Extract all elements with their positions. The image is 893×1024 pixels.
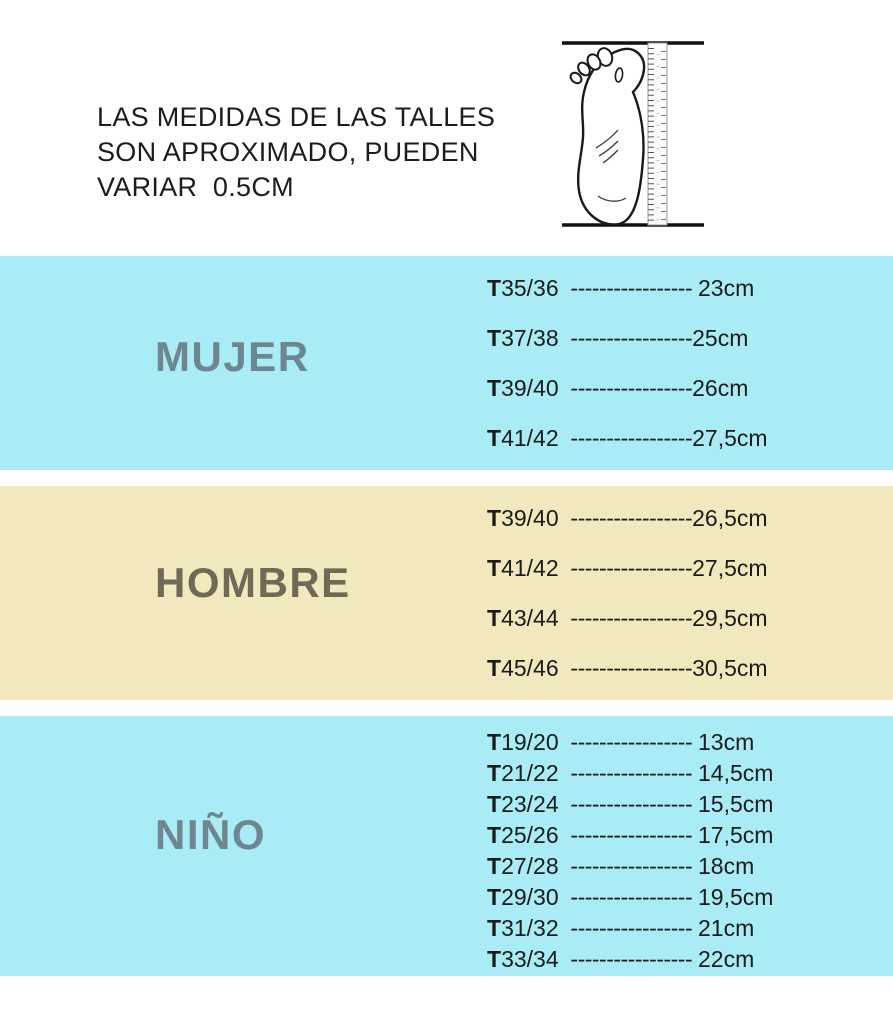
size-prefix: T — [487, 605, 502, 631]
dash-separator: ----------------- — [558, 375, 693, 401]
dash-separator: ----------------- — [558, 884, 699, 910]
disclaimer-line: SON APROXIMADO, PUEDEN — [97, 137, 479, 167]
size-row: T39/40 -----------------26,5cm — [487, 493, 768, 543]
size-row: T35/36 ----------------- 23cm — [487, 263, 768, 313]
size-row: T37/38 -----------------25cm — [487, 313, 768, 363]
dash-separator: ----------------- — [558, 822, 699, 848]
size-row: T33/34 ----------------- 22cm — [487, 944, 773, 975]
size-row: T31/32 ----------------- 21cm — [487, 913, 773, 944]
foot-crease-lines — [595, 129, 627, 202]
size-row: T27/28 ----------------- 18cm — [487, 851, 773, 882]
dash-separator: ----------------- — [558, 555, 693, 581]
size-prefix: T — [487, 275, 502, 301]
measurement-value: 30,5cm — [692, 655, 768, 681]
size-prefix: T — [487, 505, 502, 531]
size-label: 41/42 — [501, 555, 559, 581]
size-label: 31/32 — [501, 915, 559, 941]
size-prefix: T — [487, 884, 502, 910]
dash-separator: ----------------- — [558, 915, 699, 941]
disclaimer-line: VARIAR 0.5CM — [97, 172, 294, 202]
size-prefix: T — [487, 946, 502, 972]
measurement-value: 25cm — [692, 325, 749, 351]
section-label-hombre: HOMBRE — [155, 559, 351, 606]
size-prefix: T — [487, 760, 502, 786]
measurement-value: 13cm — [698, 729, 755, 755]
size-row: T21/22 ----------------- 14,5cm — [487, 758, 773, 789]
size-label: 25/26 — [501, 822, 559, 848]
section-label-mujer: MUJER — [155, 333, 310, 380]
dash-separator: ----------------- — [558, 729, 699, 755]
size-prefix: T — [487, 791, 502, 817]
size-prefix: T — [487, 655, 502, 681]
dash-separator: ----------------- — [558, 425, 693, 451]
size-prefix: T — [487, 822, 502, 848]
disclaimer-text: LAS MEDIDAS DE LAS TALLES SON APROXIMADO… — [97, 100, 495, 205]
size-label: 41/42 — [501, 425, 559, 451]
size-label: 23/24 — [501, 791, 559, 817]
size-prefix: T — [487, 729, 502, 755]
size-label: 37/38 — [501, 325, 559, 351]
size-row: T23/24 ----------------- 15,5cm — [487, 789, 773, 820]
measurement-value: 26cm — [692, 375, 749, 401]
size-prefix: T — [487, 555, 502, 581]
size-rows-hombre: T39/40 -----------------26,5cm T41/42 --… — [487, 493, 768, 693]
size-rows-nino: T19/20 ----------------- 13cm T21/22 ---… — [487, 727, 773, 975]
size-label: 45/46 — [501, 655, 559, 681]
disclaimer-line: LAS MEDIDAS DE LAS TALLES — [97, 102, 496, 132]
measurement-value: 15,5cm — [698, 791, 774, 817]
section-mujer: MUJER T35/36 ----------------- 23cm T37/… — [0, 256, 893, 470]
measurement-value: 29,5cm — [692, 605, 768, 631]
size-label: 39/40 — [501, 505, 559, 531]
dash-separator: ----------------- — [558, 853, 699, 879]
size-label: 43/44 — [501, 605, 559, 631]
size-label: 21/22 — [501, 760, 559, 786]
size-row: T41/42 -----------------27,5cm — [487, 543, 768, 593]
dash-separator: ----------------- — [558, 605, 693, 631]
size-prefix: T — [487, 853, 502, 879]
dash-separator: ----------------- — [558, 760, 699, 786]
size-prefix: T — [487, 915, 502, 941]
dash-separator: ----------------- — [558, 505, 693, 531]
size-row: T39/40 -----------------26cm — [487, 363, 768, 413]
size-prefix: T — [487, 325, 502, 351]
size-label: 29/30 — [501, 884, 559, 910]
section-label-nino: NIÑO — [155, 811, 266, 858]
section-hombre: HOMBRE T39/40 -----------------26,5cm T4… — [0, 486, 893, 700]
size-rows-mujer: T35/36 ----------------- 23cm T37/38 ---… — [487, 263, 768, 463]
measurement-value: 23cm — [698, 275, 755, 301]
size-prefix: T — [487, 375, 502, 401]
measurement-value: 21cm — [698, 915, 755, 941]
size-label: 33/34 — [501, 946, 559, 972]
measurement-value: 17,5cm — [698, 822, 774, 848]
size-row: T29/30 ----------------- 19,5cm — [487, 882, 773, 913]
size-row: T41/42 -----------------27,5cm — [487, 413, 768, 463]
size-row: T43/44 -----------------29,5cm — [487, 593, 768, 643]
size-label: 35/36 — [501, 275, 559, 301]
measurement-value: 22cm — [698, 946, 755, 972]
foot-icon — [569, 47, 646, 226]
dash-separator: ----------------- — [558, 791, 699, 817]
dash-separator: ----------------- — [558, 325, 693, 351]
foot-measure-figure — [556, 36, 708, 237]
ruler-icon — [647, 42, 668, 226]
size-row: T19/20 ----------------- 13cm — [487, 727, 773, 758]
section-nino: NIÑO T19/20 ----------------- 13cm T21/2… — [0, 716, 893, 976]
size-label: 39/40 — [501, 375, 559, 401]
size-label: 19/20 — [501, 729, 559, 755]
size-row: T25/26 ----------------- 17,5cm — [487, 820, 773, 851]
foot-ruler-illustration — [562, 41, 704, 227]
measurement-value: 26,5cm — [692, 505, 768, 531]
dash-separator: ----------------- — [558, 275, 699, 301]
size-label: 27/28 — [501, 853, 559, 879]
measurement-value: 18cm — [698, 853, 755, 879]
measurement-value: 27,5cm — [692, 425, 768, 451]
measurement-value: 27,5cm — [692, 555, 768, 581]
measurement-value: 14,5cm — [698, 760, 774, 786]
dash-separator: ----------------- — [558, 655, 693, 681]
size-row: T45/46 -----------------30,5cm — [487, 643, 768, 693]
size-prefix: T — [487, 425, 502, 451]
measurement-value: 19,5cm — [698, 884, 774, 910]
dash-separator: ----------------- — [558, 946, 699, 972]
